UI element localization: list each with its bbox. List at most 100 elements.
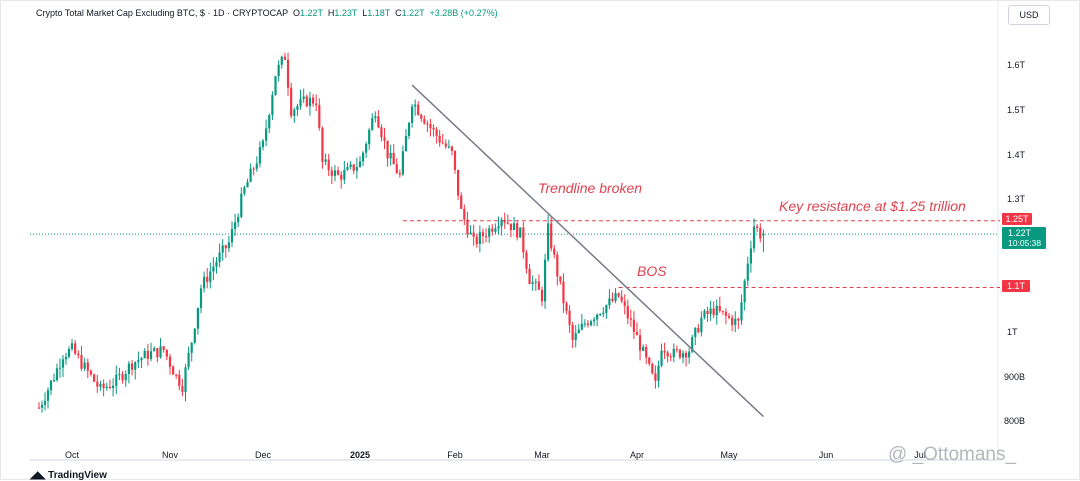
- candle-body: [93, 374, 96, 382]
- candle-body: [759, 228, 762, 239]
- candle-body: [203, 276, 206, 289]
- low-value: 1.18T: [367, 8, 391, 18]
- tradingview-logo: ◢◣ TradingView: [30, 470, 107, 481]
- candle-body: [617, 293, 620, 297]
- candle-body: [64, 356, 68, 360]
- candle-body: [146, 350, 149, 359]
- candle-body: [506, 222, 509, 224]
- candle-body: [271, 95, 274, 116]
- candle-body: [417, 104, 420, 115]
- candle-body: [361, 152, 365, 162]
- x-tick-label: Oct: [65, 450, 80, 460]
- candle-body: [426, 123, 429, 125]
- x-tick-label: May: [720, 450, 738, 460]
- candle-body: [441, 142, 444, 144]
- candle-body: [349, 164, 352, 167]
- candle-body: [460, 195, 463, 209]
- currency-button[interactable]: USD: [1008, 5, 1050, 25]
- candle-body: [734, 318, 737, 325]
- symbol-title[interactable]: Crypto Total Market Cap Excluding BTC: [36, 8, 195, 18]
- candle-body: [620, 296, 623, 302]
- candle-body: [592, 319, 596, 322]
- trendline[interactable]: [411, 84, 764, 418]
- candle-body: [550, 223, 553, 249]
- candle-body: [574, 333, 577, 341]
- candle-body: [491, 228, 494, 232]
- candle-body: [115, 374, 118, 386]
- candle-body: [516, 223, 519, 238]
- candle-body: [224, 245, 227, 249]
- candle-body: [215, 261, 218, 267]
- candle-body: [355, 167, 358, 171]
- y-tick-label: 900B: [1004, 372, 1025, 382]
- candle-body: [193, 328, 196, 343]
- candle-body: [547, 223, 550, 260]
- low-key: L: [362, 8, 368, 18]
- high-value: 1.23T: [334, 8, 358, 18]
- candle-body: [528, 268, 531, 285]
- candle-body: [407, 122, 411, 137]
- candle-body: [651, 363, 654, 374]
- annotation-trendline: Trendline broken: [538, 180, 642, 196]
- candle-body: [648, 357, 651, 364]
- candle-body: [374, 116, 377, 119]
- candle-body: [383, 137, 386, 141]
- candle-body: [55, 368, 59, 381]
- candle-body: [336, 170, 340, 175]
- change-value: +3.28B (+0.27%): [429, 8, 498, 18]
- candle-body: [190, 342, 193, 353]
- candle-body: [52, 380, 56, 382]
- candle-body: [212, 266, 215, 272]
- candle-body: [105, 386, 108, 389]
- y-tick-label: 800B: [1004, 416, 1025, 426]
- candle-body: [280, 56, 283, 65]
- legend-interval[interactable]: 1D: [212, 8, 225, 18]
- candle-body: [481, 232, 485, 237]
- countdown-text: 10:05:38: [1008, 238, 1041, 248]
- candle-body: [752, 226, 756, 249]
- candle-body: [472, 232, 475, 237]
- candle-body: [599, 314, 602, 316]
- candle-body: [484, 236, 488, 238]
- candle-body: [240, 193, 243, 217]
- candle-body: [175, 374, 178, 376]
- x-tick-label: 2025: [350, 450, 370, 460]
- candle-body: [678, 349, 682, 358]
- candle-body: [568, 310, 571, 325]
- price-label-text: 1.22T: [1008, 228, 1032, 238]
- candle-body: [500, 219, 503, 227]
- annotation-resistance: Key resistance at $1.25 trillion: [779, 198, 966, 214]
- candle-body: [632, 319, 636, 332]
- candle-body: [277, 64, 280, 77]
- candle-body: [645, 346, 648, 358]
- branding-text: TradingView: [48, 470, 107, 481]
- candle-body: [469, 232, 472, 234]
- candle-body: [111, 385, 115, 389]
- candle-body: [184, 367, 187, 392]
- candle-body: [283, 56, 287, 60]
- candle-body: [74, 343, 77, 354]
- candle-body: [181, 386, 184, 392]
- candle-body: [196, 307, 199, 329]
- candle-body: [712, 308, 715, 316]
- candle-body: [635, 331, 639, 336]
- candle-body: [221, 245, 224, 253]
- x-tick-label: Apr: [630, 450, 644, 460]
- candle-body: [187, 352, 190, 368]
- candle-body: [611, 298, 614, 301]
- candle-body: [58, 367, 62, 369]
- candle-body: [371, 118, 374, 130]
- candle-body: [457, 169, 460, 196]
- y-tick-label: 1.4T: [1007, 150, 1026, 160]
- candle-body: [540, 289, 544, 302]
- candle-body: [463, 208, 466, 220]
- candle-body: [756, 226, 759, 229]
- price-label-bos: 1.1T: [1002, 280, 1030, 292]
- candle-body: [130, 363, 134, 370]
- price-label-text: 1.1T: [1007, 281, 1026, 291]
- x-tick-label: Nov: [162, 450, 179, 460]
- candle-body: [444, 143, 447, 147]
- legend-exchange: CRYPTOCAP: [232, 8, 288, 18]
- candle-body: [343, 169, 346, 180]
